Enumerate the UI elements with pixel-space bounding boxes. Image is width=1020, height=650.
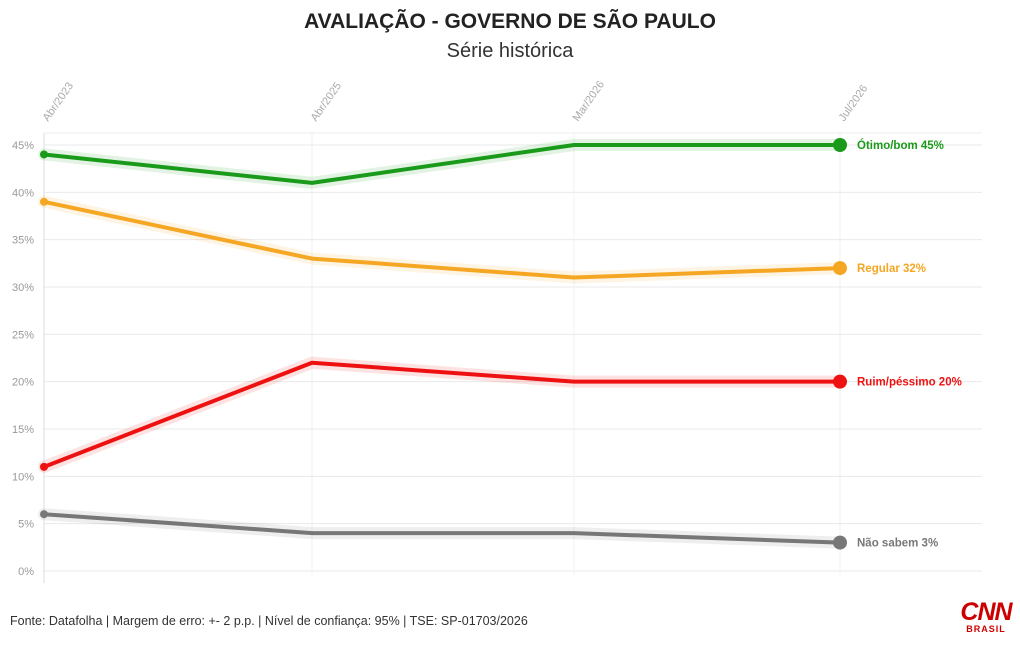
y-tick-label: 30% (12, 282, 34, 294)
x-tick-label: Mar/2026 (571, 79, 607, 124)
series-line (42, 360, 842, 469)
y-tick-label: 25% (12, 329, 34, 341)
series-start-point (40, 462, 48, 471)
y-tick-label: 40% (12, 187, 34, 199)
series-end-label: Ótimo/bom 45% (857, 139, 944, 152)
x-tick-label: Abr/2025 (309, 80, 344, 123)
series-line (42, 143, 842, 185)
series-end-label: Ruim/péssimo 20% (857, 377, 962, 389)
y-tick-label: 35% (12, 235, 34, 247)
series-start-point (40, 510, 48, 519)
series-end-label: Não sabem 3% (857, 538, 938, 550)
y-tick-label: 45% (12, 140, 34, 152)
y-tick-label: 5% (18, 519, 34, 531)
y-tick-label: 15% (12, 424, 34, 436)
series-end-point (833, 374, 847, 389)
series-start-point (40, 150, 48, 159)
x-tick-label: Abr/2023 (41, 80, 76, 123)
series-start-point (40, 197, 48, 206)
series-end-point (833, 535, 847, 550)
chart-title: AVALIAÇÃO - GOVERNO DE SÃO PAULO (304, 10, 716, 33)
y-tick-label: 10% (12, 471, 34, 483)
logo-main-text: CNN (960, 598, 1012, 626)
series-line (42, 512, 842, 545)
x-tick-label: Jul/2026 (837, 83, 871, 124)
chart-subtitle: Série histórica (446, 40, 574, 62)
series-line-glow (38, 356, 846, 473)
y-tick-label: 0% (18, 566, 34, 578)
series-end-point (833, 261, 847, 276)
series-end-label: Regular 32% (857, 263, 926, 275)
series-end-point (833, 138, 847, 152)
logo-sub-text: BRASIL (966, 624, 1006, 634)
source-footer: Fonte: Datafolha | Margem de erro: +- 2 … (10, 614, 528, 628)
series-line (42, 199, 842, 280)
cnn-brasil-logo: CNN BRASIL (958, 600, 1014, 640)
y-tick-label: 20% (12, 377, 34, 389)
